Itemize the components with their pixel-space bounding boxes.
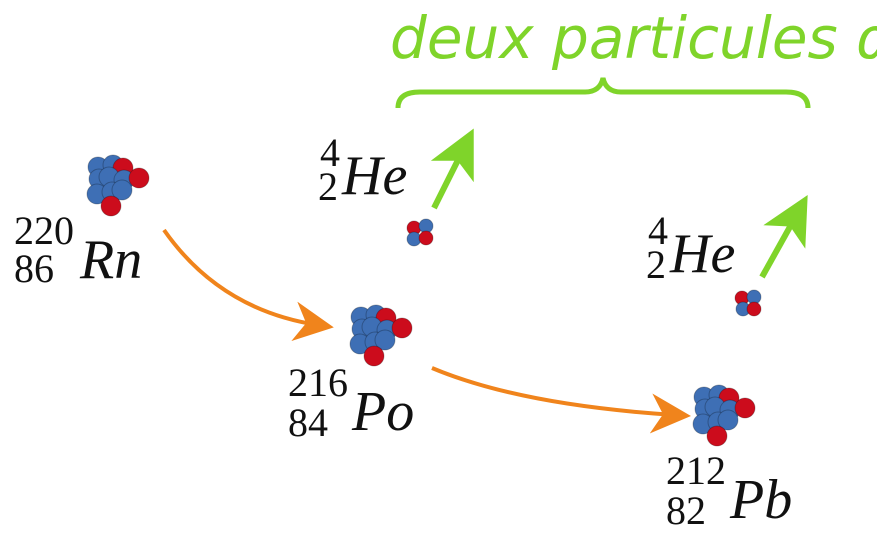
alpha-arrow bbox=[430, 128, 474, 210]
atomic-number: 86 bbox=[14, 246, 54, 291]
particles bbox=[86, 154, 762, 447]
mass-number: 4 bbox=[320, 130, 340, 175]
mass-number: 220 bbox=[14, 208, 74, 253]
nucleon bbox=[111, 179, 133, 201]
nucleon bbox=[363, 345, 385, 367]
nucleon bbox=[734, 397, 756, 419]
nucleon bbox=[418, 230, 434, 246]
nucleon bbox=[374, 329, 396, 351]
symbol: Po bbox=[351, 381, 414, 443]
mass-number: 4 bbox=[648, 208, 668, 253]
atomic-number: 82 bbox=[666, 488, 706, 533]
mass-number: 216 bbox=[288, 360, 348, 405]
nucleon bbox=[706, 425, 728, 447]
title: deux particules α bbox=[390, 4, 877, 72]
brace bbox=[395, 77, 811, 109]
decay-arrow bbox=[162, 228, 334, 342]
atomic-number: 84 bbox=[288, 400, 328, 445]
alpha-arrow bbox=[759, 195, 808, 279]
symbol: He bbox=[341, 145, 407, 207]
decay-arrow bbox=[431, 366, 691, 434]
symbol: Pb bbox=[729, 469, 792, 531]
symbol: He bbox=[669, 223, 735, 285]
nucleon bbox=[717, 409, 739, 431]
atomic-number: 2 bbox=[318, 164, 338, 209]
atomic-number: 2 bbox=[646, 242, 666, 287]
nucleon bbox=[128, 167, 150, 189]
nucleon bbox=[100, 195, 122, 217]
nucleon bbox=[391, 317, 413, 339]
mass-number: 212 bbox=[666, 448, 726, 493]
symbol: Rn bbox=[79, 229, 142, 291]
nucleon bbox=[746, 301, 762, 317]
